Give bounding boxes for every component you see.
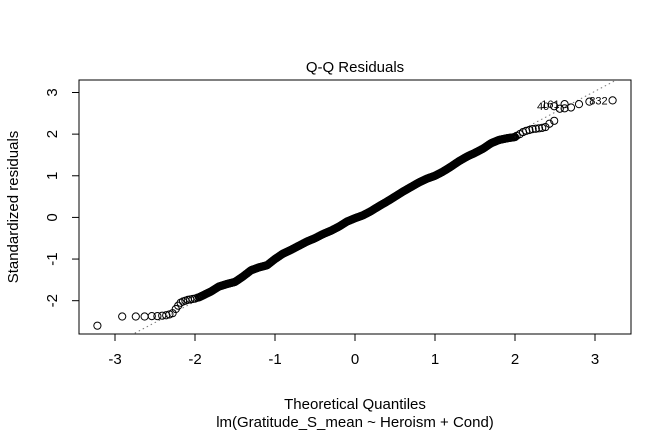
data-point	[574, 100, 584, 109]
data-point	[118, 312, 127, 321]
y-tick-label: 0	[44, 213, 61, 221]
data-point	[525, 125, 534, 135]
x-tick-label: -3	[108, 351, 121, 368]
point-label: 40	[537, 101, 549, 113]
x-tick-label: -2	[188, 351, 201, 368]
data-point	[140, 312, 149, 321]
x-tick-label: 0	[351, 351, 359, 368]
data-point	[534, 124, 544, 133]
data-point	[585, 97, 594, 106]
data-point	[131, 312, 140, 321]
data-point	[538, 123, 547, 132]
data-point	[93, 321, 102, 330]
data-point	[545, 119, 554, 128]
data-point	[555, 104, 564, 113]
chart-subtitle: lm(Gratitude_S_mean ~ Heroism + Cond)	[216, 414, 494, 431]
data-point	[153, 311, 162, 321]
data-point	[608, 96, 617, 105]
chart-title: Q-Q Residuals	[306, 59, 404, 76]
plot-frame	[78, 79, 632, 335]
y-tick-label: -2	[44, 294, 61, 307]
y-tick-label: -1	[44, 252, 61, 265]
y-tick-label: 3	[44, 88, 61, 96]
axes: -3 -2 -1 0 1 2 3 -2 -1 0 1 2 3	[44, 79, 632, 368]
data-point	[550, 102, 559, 111]
y-tick-label: 1	[44, 172, 61, 180]
data-point	[560, 104, 569, 113]
data-point	[531, 124, 540, 133]
data-point	[528, 125, 537, 134]
data-point	[560, 100, 569, 109]
x-tick-label: 2	[511, 351, 519, 368]
y-axis-label: Standardized residuals	[5, 131, 22, 284]
x-tick-label: 1	[431, 351, 439, 368]
points	[93, 96, 617, 330]
data-point	[147, 311, 156, 321]
x-axis-label: Theoretical Quantiles	[284, 396, 426, 413]
point-label: 832	[589, 95, 607, 107]
data-point	[566, 103, 576, 112]
data-point	[174, 301, 183, 310]
x-tick-label: 3	[591, 351, 599, 368]
point-label: 161	[541, 99, 559, 111]
x-tick-label: -1	[268, 351, 281, 368]
y-tick-label: 2	[44, 130, 61, 138]
data-point	[550, 116, 559, 125]
data-point	[510, 132, 520, 142]
